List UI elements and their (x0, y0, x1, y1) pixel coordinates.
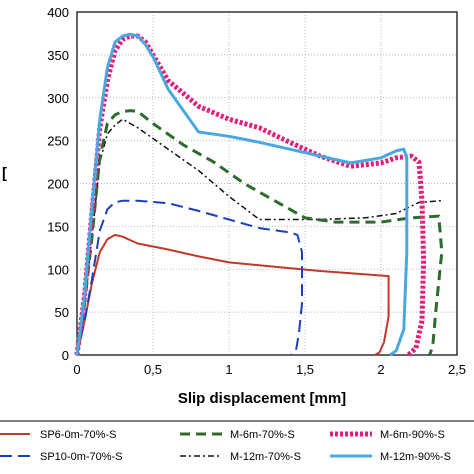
x-tick-label: 0 (73, 362, 80, 377)
y-tick-label: 400 (47, 5, 69, 20)
x-tick-label: 2 (377, 362, 384, 377)
series-line (74, 33, 427, 357)
y-tick-label: 200 (47, 177, 69, 192)
x-tick-label: 1,5 (296, 362, 314, 377)
legend-label: M-12m-90%-S (380, 451, 451, 463)
legend-label: M-6m-70%-S (230, 429, 295, 441)
y-tick-label: 50 (55, 305, 69, 320)
series-line (76, 233, 390, 356)
y-tick-label: 250 (47, 134, 69, 149)
x-tick-label: 0,5 (144, 362, 162, 377)
y-tick-label: 0 (62, 348, 69, 363)
series-line (75, 109, 444, 356)
legend-label: M-6m-90%-S (380, 429, 445, 441)
y-tick-label: 350 (47, 48, 69, 63)
legend-label: M-12m-70%-S (230, 451, 301, 463)
x-tick-label: 2,5 (448, 362, 466, 377)
plot-frame (76, 11, 458, 356)
series-layer (74, 32, 444, 357)
legend: SP6-0m-70%-S M-6m-70%-S M-6m-90%-S SP10-0m-… (0, 420, 474, 463)
legend-label: SP10-0m-70%-S (40, 451, 123, 463)
grid-lines (76, 11, 458, 356)
x-tick-label: 1 (225, 362, 232, 377)
y-tick-label: 150 (47, 219, 69, 234)
series-line (75, 32, 409, 357)
y-tick-label: 300 (47, 91, 69, 106)
series-line (76, 199, 303, 356)
tick-labels: 0 0,5 1 1,5 2 2,5 0 50 100 150 200 250 300 350 400 (47, 5, 466, 377)
y-tick-label: 100 (47, 262, 69, 277)
legend-label: SP6-0m-70%-S (40, 429, 116, 441)
y-axis-title-fragment: [ (2, 165, 7, 182)
x-axis-title: Slip displacement [mm] (178, 390, 346, 407)
